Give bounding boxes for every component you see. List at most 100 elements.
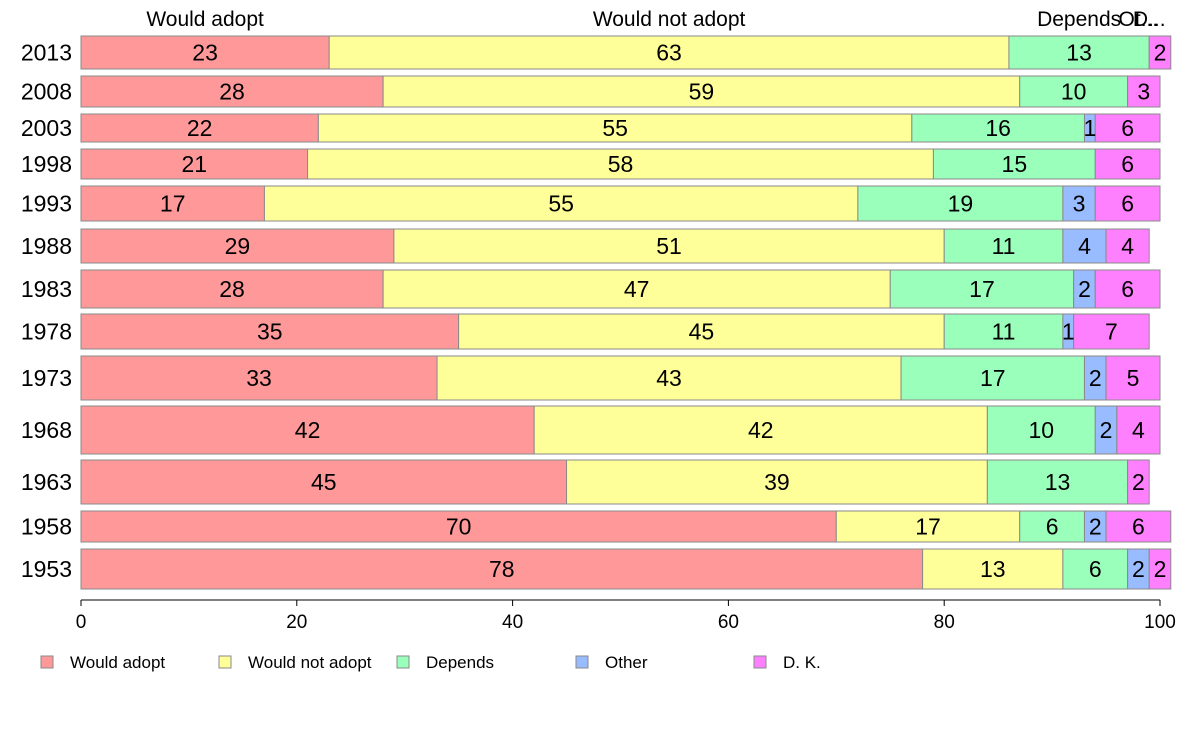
data-label-2008-4: 3 [1137,79,1150,105]
data-label-1993-4: 6 [1121,191,1134,217]
bar-segment-2008-2 [1019,75,1129,108]
data-label-1968-3: 2 [1100,417,1113,443]
bar-segment-2003-0 [80,113,319,143]
bar-segment-1993-1 [263,185,859,222]
bar-segment-1998-4 [1094,148,1161,180]
row-label-1973: 1973 [21,365,72,391]
x-tick-label-0: 0 [76,612,87,633]
data-label-2003-4: 6 [1121,115,1134,141]
data-label-1993-0: 17 [160,191,186,217]
data-label-1988-4: 4 [1121,233,1134,259]
row-label-1998: 1998 [21,151,72,177]
legend-swatch-4 [753,655,767,669]
data-label-1963-0: 45 [311,469,337,495]
data-label-1988-0: 29 [225,233,251,259]
data-label-1983-2: 17 [969,276,995,302]
data-label-1978-4: 7 [1105,319,1118,345]
bar-segment-2013-4 [1148,35,1172,70]
data-label-1998-4: 6 [1121,151,1134,177]
data-label-2008-0: 28 [219,79,245,105]
data-label-1953-3: 2 [1132,556,1145,582]
x-tick-label-20: 20 [286,612,307,633]
bar-segment-1973-0 [80,355,438,401]
data-label-2013-2: 13 [1066,40,1092,66]
row-label-2013: 2013 [21,40,72,66]
data-label-1988-1: 51 [656,233,682,259]
bar-segment-1988-1 [393,228,945,264]
bar-segment-1988-0 [80,228,395,264]
data-label-1968-0: 42 [295,417,321,443]
legend-swatch-3 [575,655,589,669]
data-label-1973-1: 43 [656,365,682,391]
data-label-1953-1: 13 [980,556,1006,582]
data-label-2003-3: 1 [1083,115,1096,141]
data-label-2008-1: 59 [689,79,715,105]
data-label-1983-0: 28 [219,276,245,302]
data-label-1973-2: 17 [980,365,1006,391]
data-label-1978-1: 45 [689,319,715,345]
bar-segment-2003-4 [1094,113,1161,143]
data-label-1993-1: 55 [548,191,574,217]
data-label-1973-4: 5 [1127,365,1140,391]
row-label-1983: 1983 [21,276,72,302]
bar-segment-2008-1 [382,75,1021,108]
row-label-1963: 1963 [21,469,72,495]
legend-label-3: Other [605,653,648,672]
data-label-1958-3: 2 [1089,514,1102,540]
legend-label-2: Depends [426,653,494,672]
legend-label-0: Would adopt [70,653,165,672]
legend-label-1: Would not adopt [248,653,372,672]
bar-segment-1973-2 [900,355,1085,401]
bar-segment-1993-0 [80,185,265,222]
bar-segment-1963-2 [986,459,1129,505]
bar-segment-1958-2 [1019,510,1085,543]
bar-segment-1988-4 [1105,228,1150,264]
data-label-1963-2: 13 [1045,469,1071,495]
data-label-1998-2: 15 [1002,151,1028,177]
data-label-1968-4: 4 [1132,417,1145,443]
bar-segment-1953-0 [80,548,924,590]
bar-segment-2003-1 [317,113,913,143]
bar-segment-2008-4 [1127,75,1161,108]
x-tick-label-80: 80 [934,612,955,633]
bar-segment-1973-1 [436,355,902,401]
bar-segment-1993-4 [1094,185,1161,222]
column-header-4: D... [1133,8,1166,31]
data-label-1958-1: 17 [915,514,941,540]
data-label-1973-3: 2 [1089,365,1102,391]
data-label-1953-0: 78 [489,556,515,582]
data-label-1978-3: 1 [1062,319,1075,345]
bar-segment-2013-1 [328,35,1010,70]
bar-segment-1963-4 [1127,459,1150,505]
data-label-2013-0: 23 [192,40,218,66]
row-label-2008: 2008 [21,79,72,105]
row-label-1953: 1953 [21,556,72,582]
bar-segment-1958-4 [1105,510,1172,543]
data-label-1993-3: 3 [1073,191,1086,217]
data-label-1968-2: 10 [1029,417,1055,443]
bar-segment-1958-1 [835,510,1021,543]
bar-segment-1953-2 [1062,548,1129,590]
data-label-1988-3: 4 [1078,233,1091,259]
bar-segment-1998-2 [932,148,1096,180]
data-label-1983-4: 6 [1121,276,1134,302]
column-header-3: Ot... [1119,8,1159,31]
row-label-1993: 1993 [21,191,72,217]
data-label-2003-2: 16 [985,115,1011,141]
legend-swatch-0 [40,655,54,669]
data-label-1968-1: 42 [748,417,774,443]
data-label-1978-2: 11 [992,319,1016,345]
data-label-1958-0: 70 [446,514,472,540]
bar-segment-1978-4 [1073,313,1150,350]
data-label-1983-1: 47 [624,276,650,302]
data-label-1993-2: 19 [948,191,974,217]
data-label-1998-0: 21 [182,151,208,177]
x-tick-label-60: 60 [718,612,739,633]
data-label-1978-0: 35 [257,319,283,345]
bar-segment-1978-1 [458,313,945,350]
column-header-1: Would not adopt [593,8,746,31]
column-header-0: Would adopt [146,8,264,31]
data-label-1958-2: 6 [1046,514,1059,540]
row-label-1958: 1958 [21,514,72,540]
